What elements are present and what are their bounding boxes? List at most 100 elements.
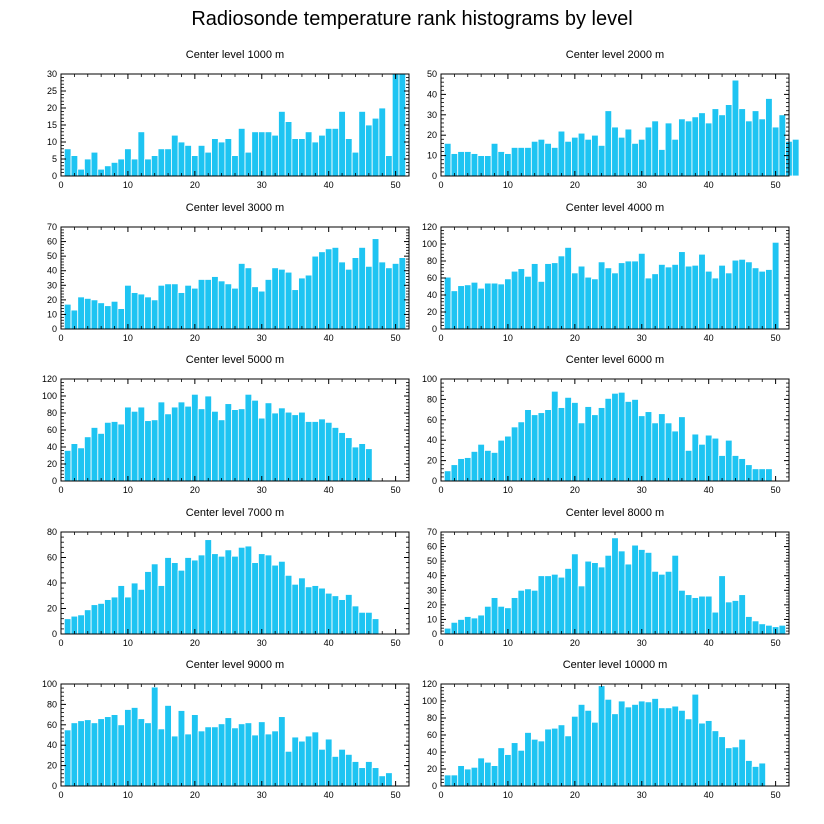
histogram-bar bbox=[171, 562, 179, 635]
y-tick-label: 40 bbox=[427, 571, 437, 581]
x-tick-label: 40 bbox=[324, 180, 334, 190]
histogram-bar bbox=[624, 706, 633, 787]
y-tick-label: 5 bbox=[52, 154, 57, 164]
histogram-bar bbox=[624, 563, 633, 635]
histogram-bar bbox=[338, 748, 346, 787]
histogram-bar bbox=[497, 439, 505, 482]
histogram-bar bbox=[271, 564, 279, 635]
y-tick-label: 60 bbox=[427, 415, 437, 425]
histogram-bar bbox=[338, 111, 346, 177]
histogram-bar bbox=[691, 116, 700, 177]
histogram-bar bbox=[484, 282, 492, 330]
x-tick-label: 0 bbox=[58, 333, 63, 343]
histogram-bar bbox=[130, 158, 139, 177]
histogram-bar bbox=[358, 443, 366, 482]
histogram-bar bbox=[704, 595, 713, 635]
histogram-bar bbox=[711, 108, 720, 177]
histogram-bar bbox=[604, 554, 613, 635]
histogram-bar bbox=[517, 147, 526, 177]
histogram-bar bbox=[557, 576, 566, 635]
histogram-bar bbox=[497, 605, 505, 635]
histogram-bar bbox=[584, 709, 592, 787]
histogram-bar bbox=[284, 271, 293, 330]
histogram-bar bbox=[278, 407, 286, 482]
histogram-bar bbox=[124, 284, 132, 330]
y-tick-label: 0 bbox=[432, 476, 437, 486]
histogram-bar bbox=[530, 589, 539, 635]
x-tick-label: 50 bbox=[771, 790, 781, 800]
histogram-bar bbox=[258, 417, 266, 482]
histogram-bar bbox=[304, 421, 313, 482]
panel-title: Center level 4000 m bbox=[566, 202, 664, 214]
histogram-bar bbox=[497, 151, 505, 177]
y-tick-label: 60 bbox=[47, 425, 57, 435]
histogram-bar bbox=[264, 402, 273, 482]
histogram-bar bbox=[304, 274, 313, 330]
histogram-bar bbox=[664, 122, 673, 177]
x-tick-label: 20 bbox=[190, 333, 200, 343]
histogram-bar bbox=[510, 426, 519, 482]
histogram-bar bbox=[298, 411, 306, 482]
histogram-bar bbox=[490, 597, 499, 635]
x-tick-label: 20 bbox=[190, 638, 200, 648]
histogram-bar bbox=[77, 447, 85, 482]
histogram-bar bbox=[597, 685, 606, 787]
histogram-bar bbox=[318, 251, 326, 330]
histogram-bar bbox=[571, 402, 579, 482]
histogram-bar bbox=[584, 276, 592, 330]
histogram-bar bbox=[365, 761, 373, 787]
histogram-bar bbox=[510, 270, 519, 330]
histogram-bar bbox=[611, 126, 619, 177]
histogram-bar bbox=[150, 563, 159, 635]
histogram-bar bbox=[631, 260, 639, 330]
histogram-bar bbox=[537, 740, 546, 787]
histogram-bar bbox=[530, 738, 539, 787]
histogram-bar bbox=[84, 609, 92, 635]
histogram-bar bbox=[597, 261, 606, 330]
x-tick-label: 50 bbox=[771, 333, 781, 343]
histogram-bar bbox=[237, 723, 246, 787]
histogram-panel-6: Center level 6000 m 0 10 20 30 40 50 0 20 40 60 80 1… bbox=[422, 354, 790, 495]
histogram-bar bbox=[224, 403, 233, 482]
histogram-bar bbox=[177, 292, 186, 330]
histogram-bar bbox=[338, 432, 346, 482]
histogram-bar bbox=[211, 410, 219, 482]
y-tick-label: 0 bbox=[52, 324, 57, 334]
x-tick-label: 40 bbox=[324, 790, 334, 800]
histogram-bar bbox=[90, 151, 99, 177]
histogram-bar bbox=[470, 451, 479, 482]
histogram-bar bbox=[124, 709, 132, 787]
histogram-bar bbox=[765, 269, 773, 330]
y-tick-label: 100 bbox=[42, 391, 57, 401]
histogram-bar bbox=[97, 432, 105, 482]
histogram-bar bbox=[671, 705, 679, 787]
x-tick-label: 0 bbox=[438, 485, 443, 495]
histogram-bar bbox=[291, 736, 299, 787]
y-tick-label: 20 bbox=[47, 604, 57, 614]
histogram-bar bbox=[130, 582, 139, 635]
histogram-bar bbox=[191, 714, 199, 787]
histogram-bar bbox=[631, 704, 639, 787]
histogram-bar bbox=[164, 413, 172, 482]
histogram-bar bbox=[110, 300, 119, 330]
histogram-bar bbox=[150, 155, 159, 177]
histogram-bar bbox=[311, 585, 320, 635]
histogram-bar bbox=[318, 587, 326, 635]
histogram-bar bbox=[490, 142, 499, 177]
histogram-bar bbox=[124, 406, 132, 482]
y-tick-label: 0 bbox=[432, 171, 437, 181]
y-tick-label: 10 bbox=[47, 137, 57, 147]
x-tick-label: 50 bbox=[391, 485, 401, 495]
histogram-bar bbox=[391, 73, 400, 177]
histogram-bar bbox=[678, 118, 686, 177]
x-tick-label: 0 bbox=[438, 180, 443, 190]
y-tick-label: 70 bbox=[427, 527, 437, 537]
histogram-bar bbox=[231, 727, 239, 787]
histogram-bar bbox=[638, 700, 646, 787]
y-tick-label: 30 bbox=[47, 69, 57, 79]
x-tick-label: 0 bbox=[58, 485, 63, 495]
histogram-bar bbox=[184, 405, 192, 482]
histogram-bar bbox=[304, 131, 313, 177]
histogram-bar bbox=[765, 98, 773, 177]
histogram-bar bbox=[443, 142, 452, 177]
